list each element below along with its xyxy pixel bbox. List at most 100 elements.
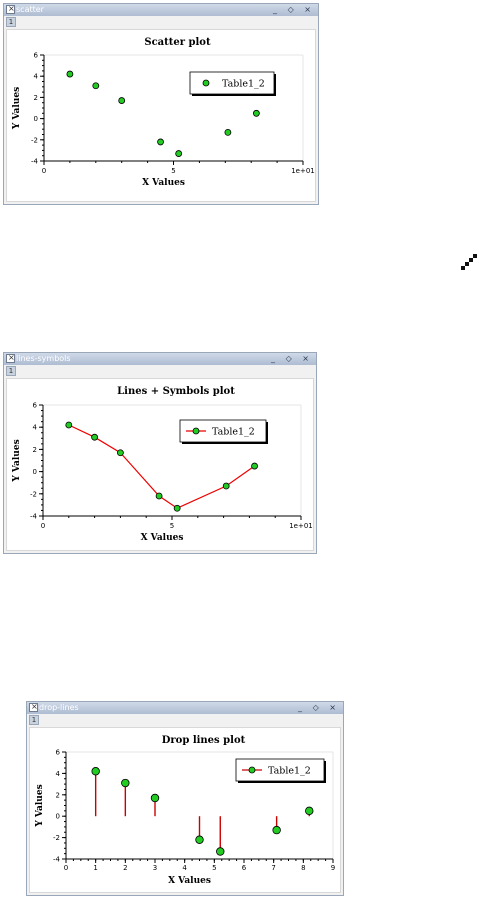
y-tick-label: 6 [34,52,39,60]
x-axis-title: X Values [141,533,184,543]
window-titlebar[interactable]: lines-symbols _ ◇ × [4,352,316,365]
legend-marker [248,766,256,774]
x-axis-title: X Values [142,178,185,188]
data-point [305,806,314,816]
legend-box [189,71,275,95]
y-tick-label: -2 [31,136,38,144]
x-tick-label: 0 [64,864,68,872]
y-tick-label: 2 [33,446,37,454]
legend-label: Table1_2 [268,766,311,777]
window-menu-icon[interactable] [6,352,15,364]
layer-tab-1[interactable]: 1 [6,17,16,27]
data-point [118,97,126,104]
data-point [92,82,100,90]
data-point [121,778,130,788]
x-tick-label: 7 [271,864,275,872]
data-point [252,109,260,117]
y-axis-title: Y Values [12,439,22,482]
lines-symbols-chart: Lines + Symbols plot -4 -2 0 2 4 6 0 5 1e+01 X Val… [12,386,313,543]
data-point [195,835,204,844]
layer-tab-1[interactable]: 1 [29,715,39,725]
legend-label: Table1_2 [222,79,265,90]
y-tick-label: -4 [53,856,61,864]
data-point [91,767,100,776]
window-titlebar[interactable]: scatter _ ◇ × [4,3,318,16]
data-point [157,138,164,146]
y-tick-label: 4 [56,770,61,778]
data-point [251,462,258,470]
data-point [65,421,73,429]
scatter-window[interactable]: scatter _ ◇ × 1 Scatter plot -4 -2 0 2 4 6 0 5 1e… [3,3,319,205]
window-controls[interactable]: _ ◇ × [273,5,315,14]
window-title: lines-symbols [16,354,71,363]
layer-tabbar: 1 [4,16,318,29]
drop-lines-chart: Drop lines plot -4 -2 0 2 4 6 0 1 2 3 4 5 6 7 8 9 X Value… [35,735,335,886]
data-point [155,492,163,500]
x-tick-label: 0 [41,522,45,530]
layer-tabbar: 1 [27,714,343,727]
resize-diagonal-icon[interactable] [459,252,479,272]
x-tick-label: 1e+01 [291,167,315,175]
y-axis-title: Y Values [12,87,22,130]
y-tick-label: 6 [33,402,38,410]
legend-marker [192,427,200,435]
plot-canvas[interactable]: Lines + Symbols plot -4 -2 0 2 4 6 0 5 1e+01 X Val… [6,378,314,551]
x-tick-label: 5 [170,522,174,530]
x-tick-label: 1e+01 [289,522,313,530]
y-axis-title: Y Values [35,784,45,827]
y-tick-label: 0 [33,468,37,476]
legend-box [235,758,325,782]
data-point [216,847,225,856]
y-tick-label: -2 [53,834,60,842]
x-tick-label: 0 [42,167,46,175]
y-tick-label: -4 [31,158,39,166]
window-title: scatter [16,5,44,14]
window-controls[interactable]: _ ◇ × [298,703,340,712]
data-point [117,449,124,457]
plot-canvas[interactable]: Drop lines plot -4 -2 0 2 4 6 0 1 2 3 4 5 6 7 8 9 X Value… [29,727,341,893]
scatter-chart: Scatter plot -4 -2 0 2 4 6 0 5 1e+01 X Values Y Val… [12,37,315,188]
x-tick-label: 3 [153,864,157,872]
data-point [224,128,232,136]
legend-marker [202,79,210,87]
chart-title: Drop lines plot [162,735,246,746]
y-tick-label: 0 [56,813,60,821]
x-tick-label: 9 [331,864,335,872]
x-tick-label: 1 [93,864,97,872]
chart-title: Lines + Symbols plot [117,386,235,397]
x-tick-label: 8 [301,864,305,872]
data-point [222,482,230,490]
y-tick-label: 2 [56,791,60,799]
data-point [91,433,98,441]
y-tick-label: -2 [30,490,37,498]
chart-title: Scatter plot [144,37,211,48]
data-point [173,504,181,512]
data-point [272,825,281,835]
y-tick-label: 4 [33,424,38,432]
window-titlebar[interactable]: drop-lines _ ◇ × [27,701,343,714]
layer-tab-1[interactable]: 1 [6,366,16,376]
x-tick-label: 2 [123,864,127,872]
data-point [66,70,74,78]
layer-tabbar: 1 [4,365,316,378]
window-menu-icon[interactable] [29,701,38,713]
x-tick-label: 5 [171,167,175,175]
data-point [150,793,160,803]
plot-canvas[interactable]: Scatter plot -4 -2 0 2 4 6 0 5 1e+01 X Values Y Val… [6,29,316,202]
data-point [175,150,183,157]
legend-box [179,419,267,443]
lines-symbols-window[interactable]: lines-symbols _ ◇ × 1 Lines + Symbols pl… [3,352,317,554]
window-controls[interactable]: _ ◇ × [271,354,313,363]
y-tick-label: 6 [56,749,61,757]
y-tick-label: -4 [30,513,38,521]
x-axis-title: X Values [168,876,211,886]
window-title: drop-lines [39,703,79,712]
x-tick-label: 5 [212,864,216,872]
y-tick-label: 2 [34,94,38,102]
window-menu-icon[interactable] [6,3,15,15]
x-tick-label: 6 [242,864,247,872]
y-tick-label: 4 [34,73,39,81]
drop-lines-window[interactable]: drop-lines _ ◇ × 1 Drop lines plot -4 -2 0 2… [26,701,344,896]
legend-label: Table1_2 [212,427,255,438]
y-tick-label: 0 [34,115,38,123]
